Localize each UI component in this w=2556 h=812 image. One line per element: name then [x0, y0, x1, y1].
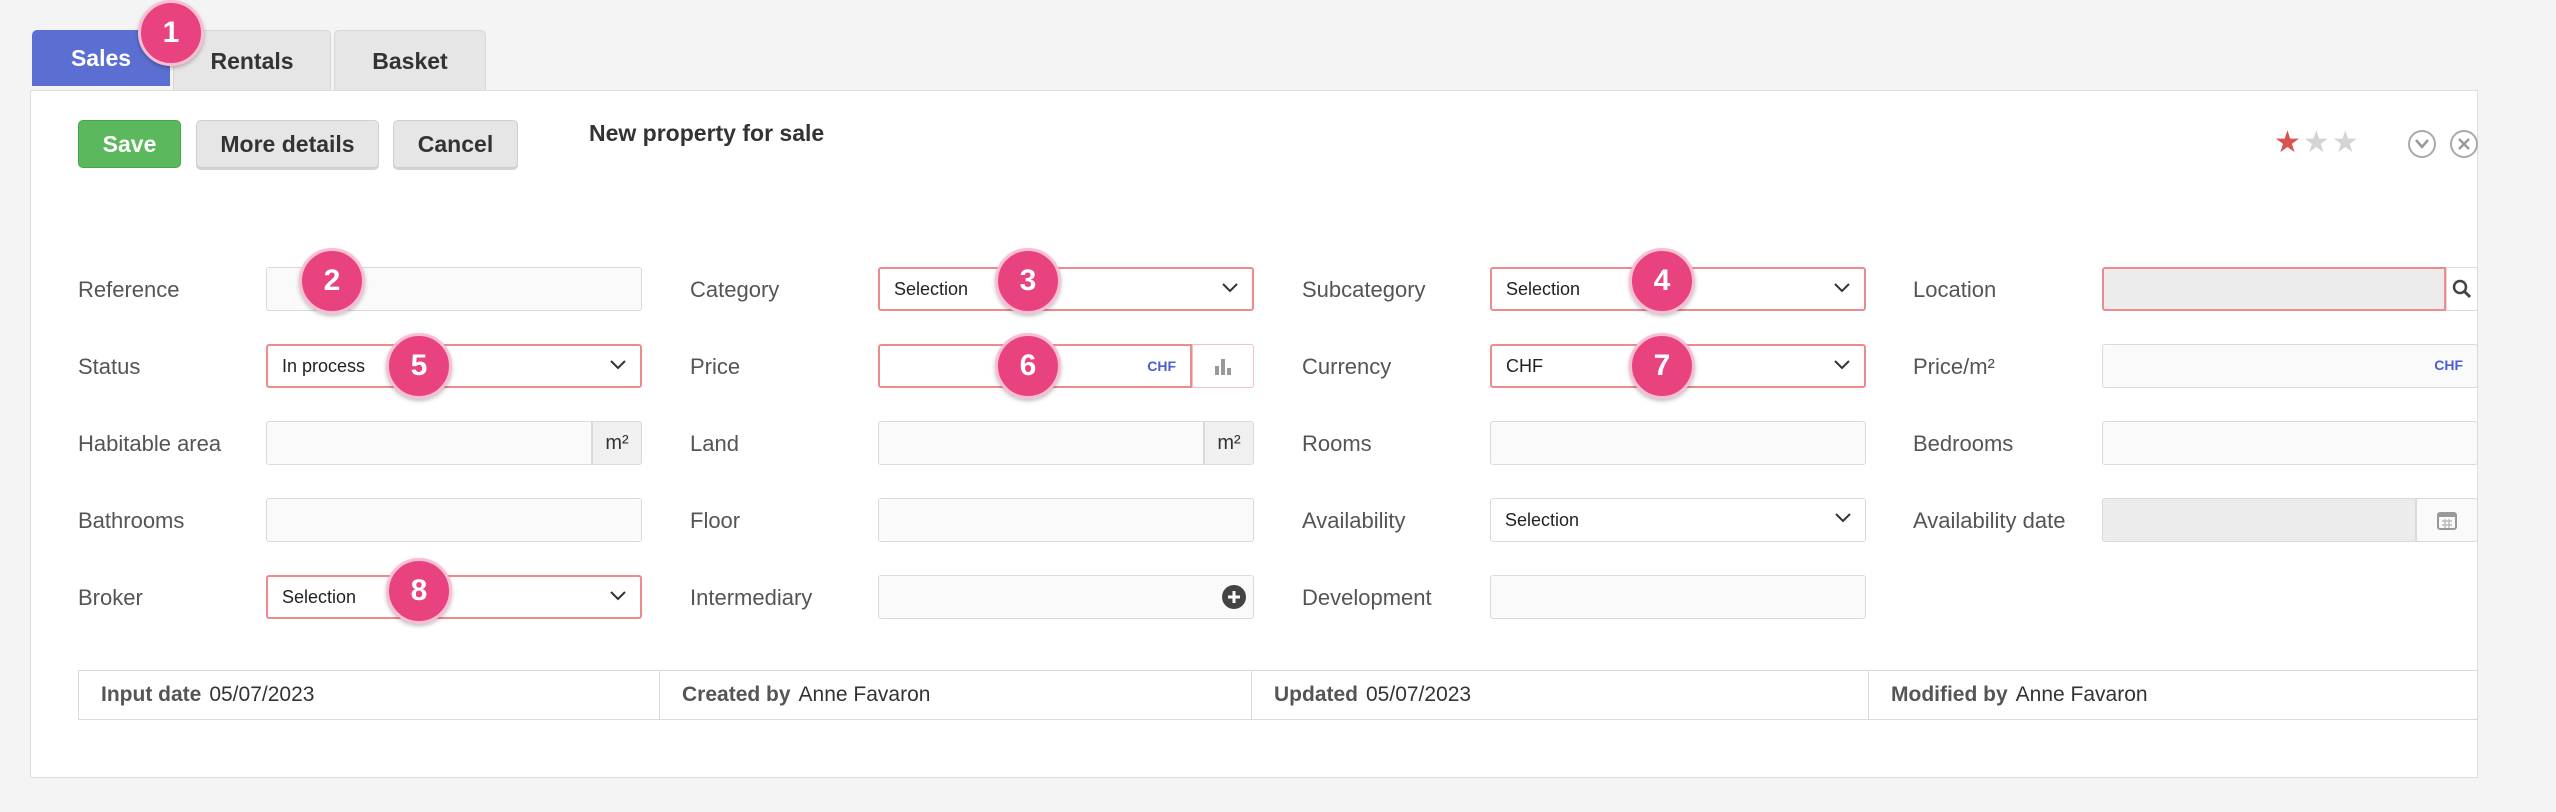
rating-stars[interactable]: ★ ★ ★	[2274, 128, 2359, 158]
intermediary-label: Intermediary	[690, 585, 813, 610]
rooms-label: Rooms	[1302, 431, 1372, 456]
land-unit: m²	[1204, 421, 1254, 465]
availability-date-label: Availability date	[1913, 508, 2066, 533]
annotation-marker: 7	[1629, 333, 1695, 399]
star-icon[interactable]: ★	[2274, 126, 2301, 159]
currency-label: Currency	[1302, 354, 1392, 379]
save-button[interactable]: Save	[78, 120, 181, 168]
input-date-cell: Input date 05/07/2023	[79, 671, 660, 719]
broker-label: Broker	[78, 585, 143, 610]
chevron-down-icon	[610, 591, 626, 601]
broker-select[interactable]: Selection	[266, 575, 642, 619]
category-label: Category	[690, 277, 780, 302]
status-select[interactable]: In process	[266, 344, 642, 388]
modified-by-value: Anne Favaron	[2015, 683, 2148, 706]
annotation-marker: 1	[138, 0, 204, 66]
habitable-area-unit: m²	[592, 421, 642, 465]
land-input[interactable]	[878, 421, 1204, 465]
location-input[interactable]	[2102, 267, 2446, 311]
form-title: New property for sale	[589, 120, 825, 146]
annotation-marker: 8	[386, 558, 452, 624]
tab-basket[interactable]: Basket	[334, 30, 486, 90]
annotation-marker: 4	[1629, 248, 1695, 314]
chevron-down-icon	[1834, 283, 1850, 293]
modified-by-label: Modified by	[1891, 683, 2008, 706]
price-m2-label: Price/m²	[1913, 354, 1995, 379]
reference-label: Reference	[78, 277, 180, 302]
calendar-icon	[2437, 512, 2457, 530]
price-chart-button[interactable]	[1192, 344, 1254, 388]
subcategory-label: Subcategory	[1302, 277, 1426, 302]
chevron-down-icon	[610, 360, 626, 370]
updated-cell: Updated 05/07/2023	[1252, 671, 1869, 719]
bedrooms-input[interactable]	[2102, 421, 2478, 465]
land-label: Land	[690, 431, 739, 456]
close-icon[interactable]	[2450, 130, 2478, 158]
input-date-value: 05/07/2023	[209, 683, 315, 706]
bathrooms-label: Bathrooms	[78, 508, 185, 533]
modified-by-cell: Modified by Anne Favaron	[1869, 671, 2477, 719]
broker-value: Selection	[282, 586, 357, 607]
development-label: Development	[1302, 585, 1432, 610]
tab-bar: Sales Rentals Basket	[32, 30, 489, 90]
add-intermediary-icon[interactable]	[1222, 585, 1246, 609]
availability-date-input[interactable]	[2102, 498, 2416, 542]
annotation-marker: 5	[386, 333, 452, 399]
development-input[interactable]	[1490, 575, 1866, 619]
price-label: Price	[690, 354, 741, 379]
created-by-cell: Created by Anne Favaron	[660, 671, 1252, 719]
price-m2-input[interactable]: CHF	[2102, 344, 2478, 388]
created-by-label: Created by	[682, 683, 791, 706]
star-icon[interactable]: ★	[2302, 126, 2330, 159]
chevron-down-icon	[1835, 513, 1851, 523]
chevron-down-icon	[1222, 283, 1238, 293]
price-currency-unit: CHF	[1147, 358, 1176, 374]
created-by-value: Anne Favaron	[798, 683, 931, 706]
annotation-marker: 6	[995, 333, 1061, 399]
bedrooms-label: Bedrooms	[1913, 431, 2014, 456]
currency-value: CHF	[1506, 355, 1543, 376]
annotation-marker: 2	[299, 248, 365, 314]
subcategory-value: Selection	[1506, 278, 1581, 299]
star-icon[interactable]: ★	[2331, 126, 2359, 159]
intermediary-input[interactable]	[878, 575, 1254, 619]
updated-label: Updated	[1274, 683, 1358, 706]
habitable-area-input[interactable]	[266, 421, 592, 465]
floor-label: Floor	[690, 508, 741, 533]
chevron-down-icon	[1834, 360, 1850, 370]
bathrooms-input[interactable]	[266, 498, 642, 542]
status-label: Status	[78, 354, 141, 379]
search-button[interactable]	[2446, 267, 2478, 311]
annotation-marker: 3	[995, 248, 1061, 314]
tab-rentals[interactable]: Rentals	[173, 30, 331, 90]
calendar-button[interactable]	[2416, 498, 2478, 542]
collapse-icon[interactable]	[2408, 130, 2436, 158]
updated-value: 05/07/2023	[1366, 683, 1472, 706]
search-icon	[2452, 279, 2472, 299]
floor-input[interactable]	[878, 498, 1254, 542]
more-details-button[interactable]: More details	[196, 120, 379, 168]
location-label: Location	[1913, 277, 1997, 302]
input-date-label: Input date	[101, 683, 202, 706]
price-m2-currency-unit: CHF	[2434, 357, 2463, 373]
habitable-area-label: Habitable area	[78, 431, 222, 456]
status-value: In process	[282, 355, 366, 376]
cancel-button[interactable]: Cancel	[393, 120, 518, 168]
bar-chart-icon	[1215, 359, 1231, 375]
rooms-input[interactable]	[1490, 421, 1866, 465]
availability-select[interactable]: Selection	[1490, 498, 1866, 542]
availability-value: Selection	[1505, 509, 1580, 530]
category-value: Selection	[894, 278, 969, 299]
availability-label: Availability	[1302, 508, 1406, 533]
record-meta-bar: Input date 05/07/2023 Created by Anne Fa…	[78, 670, 2478, 720]
category-select[interactable]: Selection	[878, 267, 1254, 311]
